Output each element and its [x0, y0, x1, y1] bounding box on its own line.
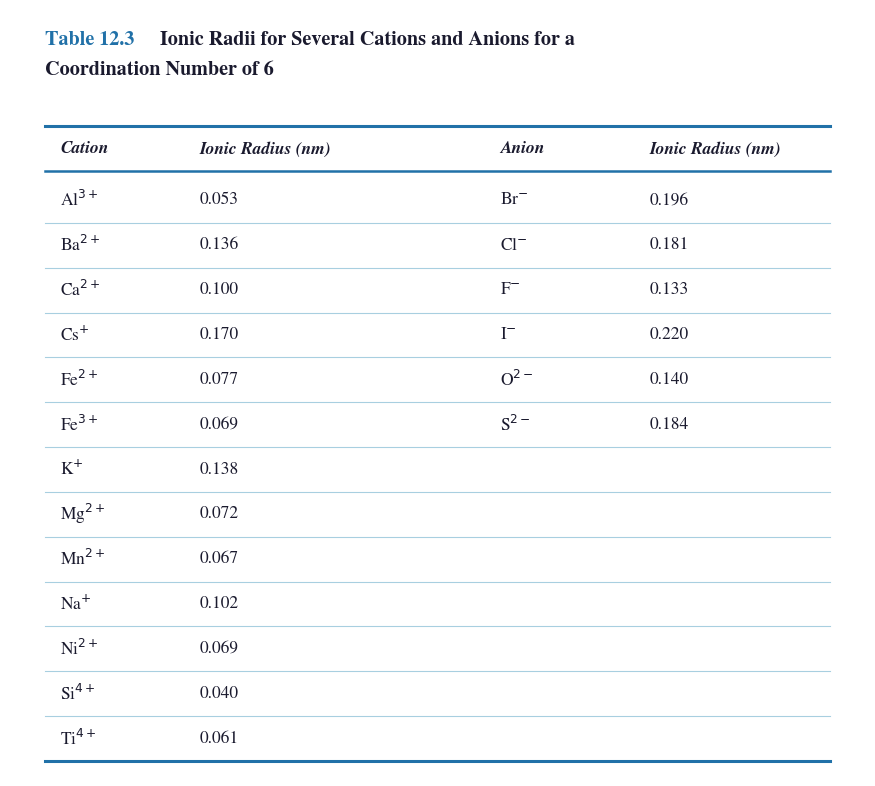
Text: Ionic Radius (nm): Ionic Radius (nm) [200, 141, 332, 157]
Text: Cs$^{+}$: Cs$^{+}$ [60, 325, 89, 344]
Text: 0.040: 0.040 [200, 685, 239, 702]
Text: 0.072: 0.072 [200, 506, 239, 523]
Text: Mn$^{2+}$: Mn$^{2+}$ [60, 549, 105, 569]
Text: 0.196: 0.196 [650, 193, 690, 208]
Text: Coordination Number of 6: Coordination Number of 6 [45, 61, 274, 79]
Text: Ba$^{2+}$: Ba$^{2+}$ [60, 235, 101, 255]
Text: Al$^{3+}$: Al$^{3+}$ [60, 190, 99, 211]
Text: Table 12.3: Table 12.3 [45, 31, 135, 49]
Text: 0.138: 0.138 [200, 461, 239, 478]
Text: Fe$^{2+}$: Fe$^{2+}$ [60, 369, 99, 390]
Text: Ca$^{2+}$: Ca$^{2+}$ [60, 280, 101, 300]
Text: Na$^{+}$: Na$^{+}$ [60, 594, 91, 614]
Text: 0.069: 0.069 [200, 417, 239, 432]
Text: 0.170: 0.170 [200, 327, 239, 343]
Text: 0.181: 0.181 [650, 237, 690, 253]
Text: Anion: Anion [500, 141, 544, 157]
Text: O$^{2-}$: O$^{2-}$ [500, 369, 534, 390]
Text: 0.100: 0.100 [200, 282, 239, 298]
Text: K$^{+}$: K$^{+}$ [60, 460, 84, 479]
Text: 0.077: 0.077 [200, 372, 239, 387]
Text: Ionic Radii for Several Cations and Anions for a: Ionic Radii for Several Cations and Anio… [150, 31, 575, 49]
Text: Ionic Radius (nm): Ionic Radius (nm) [650, 141, 781, 157]
Text: Fe$^{3+}$: Fe$^{3+}$ [60, 414, 99, 435]
Text: 0.136: 0.136 [200, 237, 239, 253]
Text: F$^{-}$: F$^{-}$ [500, 282, 521, 298]
Text: S$^{2-}$: S$^{2-}$ [500, 414, 531, 435]
Text: 0.067: 0.067 [200, 551, 239, 567]
Text: Cl$^{-}$: Cl$^{-}$ [500, 237, 528, 254]
Text: Mg$^{2+}$: Mg$^{2+}$ [60, 502, 105, 527]
Text: Ni$^{2+}$: Ni$^{2+}$ [60, 639, 99, 659]
Text: Si$^{4+}$: Si$^{4+}$ [60, 684, 95, 703]
Text: I$^{-}$: I$^{-}$ [500, 327, 517, 343]
Text: Ti$^{4+}$: Ti$^{4+}$ [60, 729, 96, 748]
Text: 0.220: 0.220 [650, 327, 690, 343]
Text: 0.053: 0.053 [200, 193, 239, 208]
Text: 0.069: 0.069 [200, 641, 239, 657]
Text: 0.102: 0.102 [200, 596, 239, 612]
Text: 0.061: 0.061 [200, 730, 239, 747]
Text: 0.140: 0.140 [650, 372, 690, 387]
Text: 0.184: 0.184 [650, 417, 690, 432]
Text: 0.133: 0.133 [650, 282, 690, 298]
Text: Cation: Cation [60, 141, 108, 157]
Text: Br$^{-}$: Br$^{-}$ [500, 193, 528, 208]
